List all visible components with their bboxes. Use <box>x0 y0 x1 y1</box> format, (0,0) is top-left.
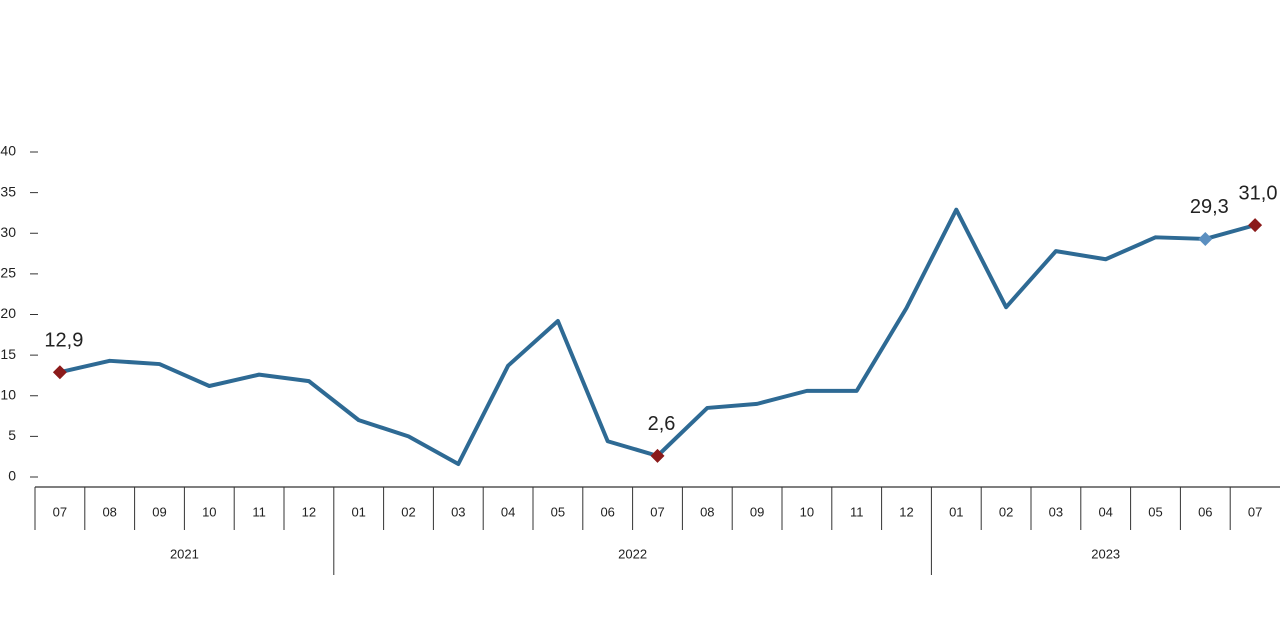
x-tick-label: 07 <box>650 504 664 519</box>
x-tick-label: 09 <box>152 504 166 519</box>
x-tick-label: 01 <box>351 504 365 519</box>
y-tick-label: 20 <box>0 305 16 321</box>
y-tick-label: 5 <box>8 427 16 443</box>
y-tick-label: 30 <box>0 224 16 240</box>
marker <box>1248 218 1263 233</box>
data-label: 12,9 <box>44 329 83 351</box>
x-tick-label: 03 <box>1049 504 1063 519</box>
x-tick-label: 11 <box>850 504 864 519</box>
x-tick-label: 04 <box>501 504 515 519</box>
x-tick-label: 05 <box>1148 504 1162 519</box>
x-tick-label: 10 <box>800 504 814 519</box>
x-tick-label: 06 <box>1198 504 1212 519</box>
data-label: 29,3 <box>1190 196 1229 218</box>
x-tick-label: 07 <box>1248 504 1262 519</box>
group-label: 2023 <box>1091 546 1120 561</box>
x-tick-label: 03 <box>451 504 465 519</box>
x-tick-label: 08 <box>102 504 116 519</box>
x-tick-label: 10 <box>202 504 216 519</box>
x-tick-label: 07 <box>53 504 67 519</box>
x-tick-label: 02 <box>401 504 415 519</box>
marker <box>1198 231 1213 246</box>
y-tick-label: 40 <box>0 143 16 159</box>
marker <box>650 448 665 463</box>
group-label: 2021 <box>170 546 199 561</box>
y-tick-label: 35 <box>0 183 16 199</box>
data-label: 31,0 <box>1239 182 1278 204</box>
x-tick-label: 06 <box>600 504 614 519</box>
x-tick-label: 11 <box>252 504 266 519</box>
x-tick-label: 12 <box>899 504 913 519</box>
x-tick-label: 04 <box>1098 504 1112 519</box>
x-tick-label: 09 <box>750 504 764 519</box>
y-tick-label: 10 <box>0 386 16 402</box>
y-tick-label: 25 <box>0 265 16 281</box>
x-tick-label: 08 <box>700 504 714 519</box>
x-tick-label: 01 <box>949 504 963 519</box>
group-label: 2022 <box>618 546 647 561</box>
x-tick-label: 05 <box>551 504 565 519</box>
marker <box>52 365 67 380</box>
y-tick-label: 0 <box>8 468 16 484</box>
x-tick-label: 12 <box>302 504 316 519</box>
data-label: 2,6 <box>648 413 676 435</box>
y-tick-label: 15 <box>0 346 16 362</box>
x-tick-label: 02 <box>999 504 1013 519</box>
